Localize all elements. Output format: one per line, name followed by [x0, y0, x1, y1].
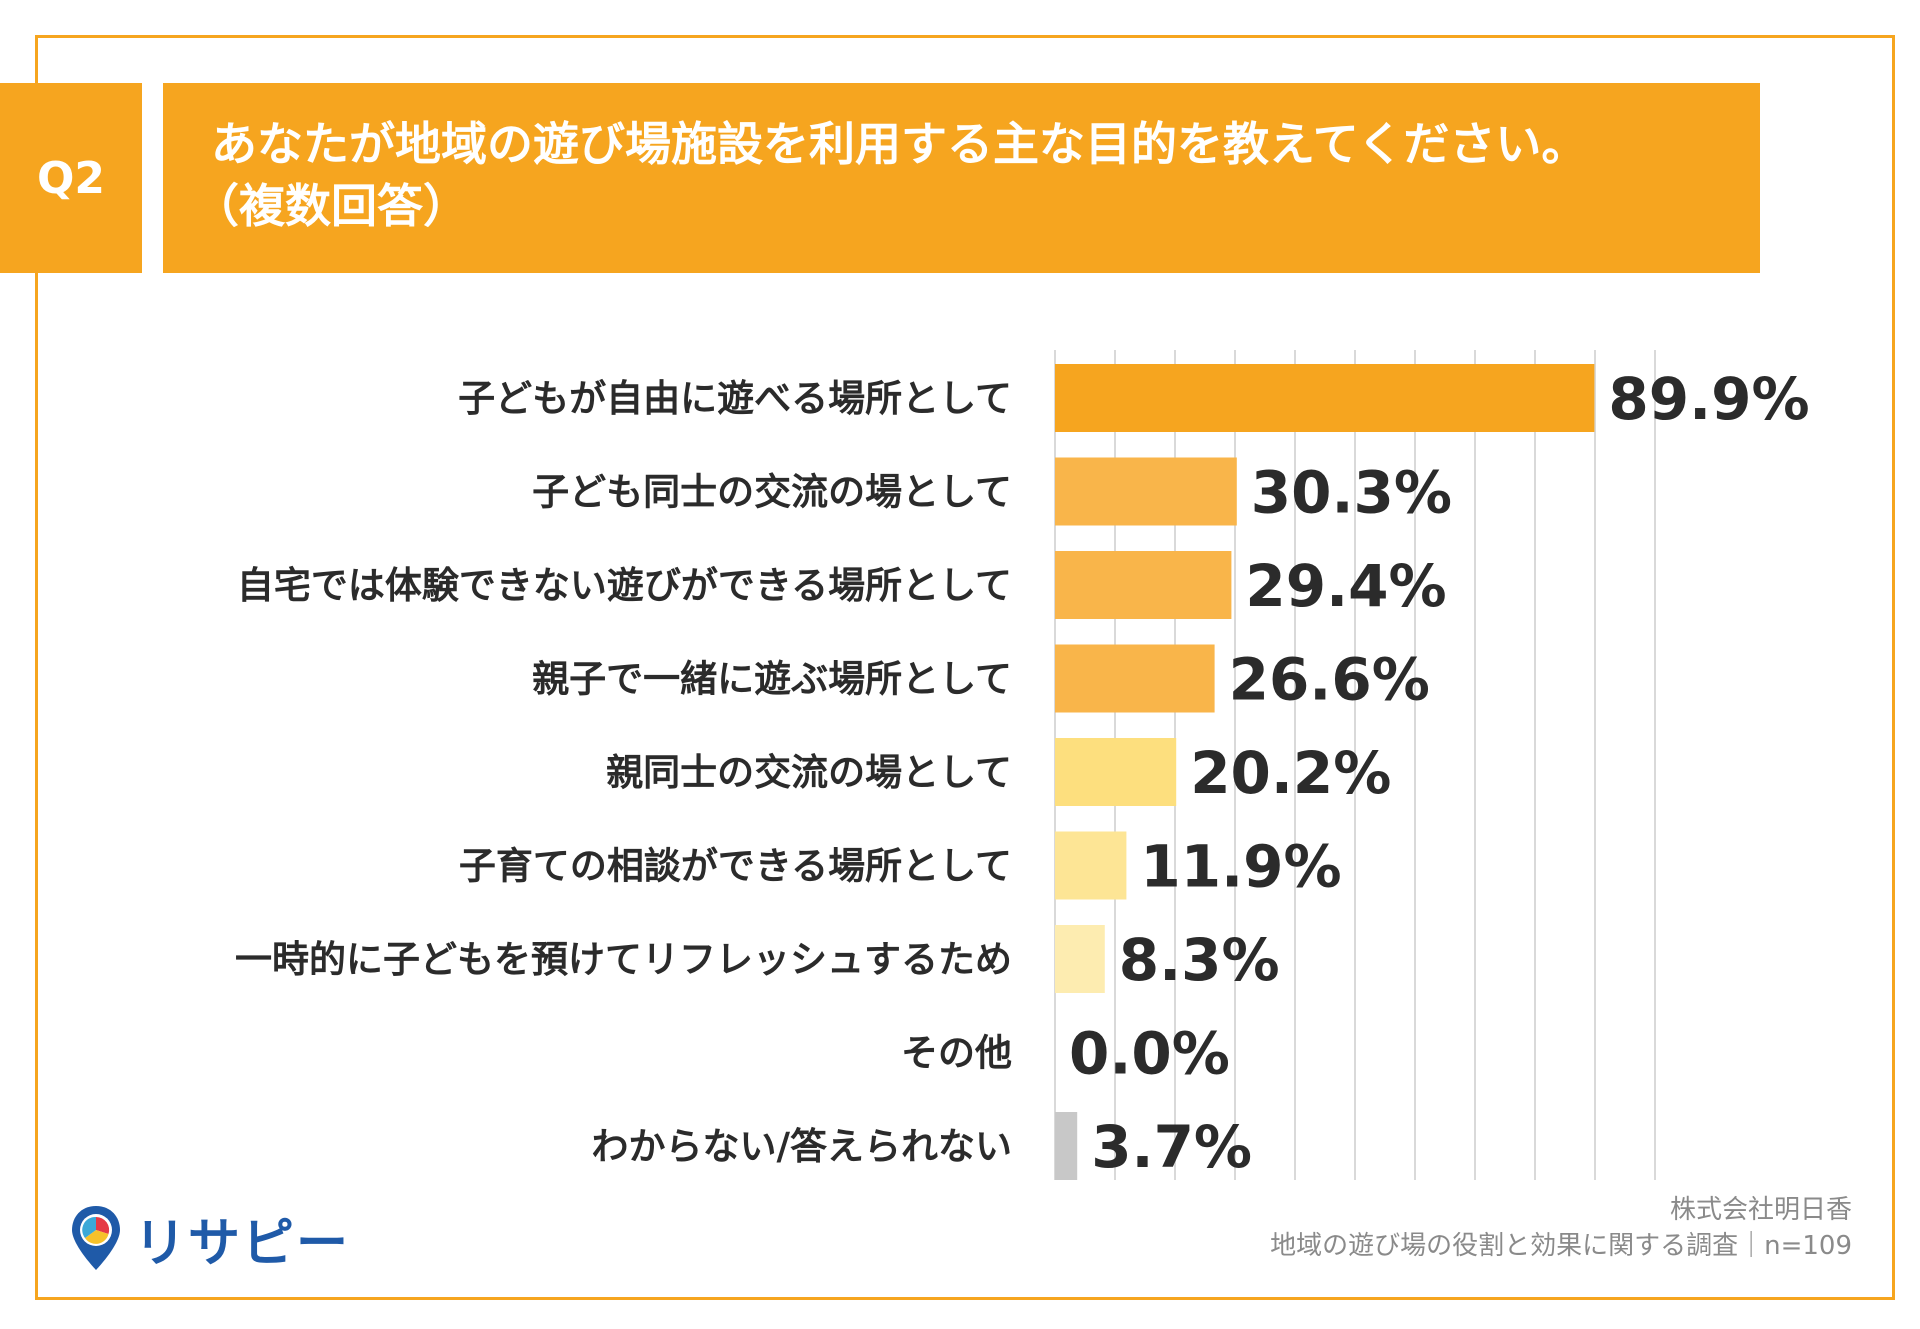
footer-company: 株式会社明日香 — [1669, 1195, 1852, 1225]
value-label: 30.3% — [1251, 459, 1452, 527]
bar — [1055, 364, 1595, 432]
bar — [1055, 1112, 1078, 1180]
value-label: 8.3% — [1119, 926, 1280, 994]
chart-frame — [35, 35, 1895, 1300]
category-label: 自宅では体験できない遊びができる場所として — [237, 564, 1012, 607]
brand-logo: リサピー — [68, 1203, 351, 1274]
bar — [1055, 925, 1105, 993]
category-label: 子ども同士の交流の場として — [532, 471, 1012, 514]
category-label: 子育ての相談ができる場所として — [459, 845, 1012, 888]
value-label: 89.9% — [1608, 365, 1809, 433]
value-label: 29.4% — [1245, 552, 1446, 620]
category-label: わからない/答えられない — [591, 1125, 1012, 1168]
value-label: 3.7% — [1091, 1113, 1252, 1181]
value-label: 11.9% — [1140, 833, 1341, 901]
category-label: 一時的に子どもを預けてリフレッシュするため — [235, 938, 1012, 981]
category-labels: 子どもが自由に遊べる場所として子ども同士の交流の場として自宅では体験できない遊び… — [235, 377, 1012, 1168]
category-label: その他 — [901, 1032, 1012, 1075]
category-label: 子どもが自由に遊べる場所として — [458, 377, 1012, 420]
bar — [1055, 457, 1237, 526]
question-tag: Q2 — [0, 83, 142, 273]
bar — [1055, 551, 1232, 619]
question-number: Q2 — [36, 152, 106, 204]
value-label: 0.0% — [1069, 1020, 1230, 1088]
value-label: 20.2% — [1190, 739, 1391, 807]
bar — [1055, 738, 1177, 806]
logo-text: リサピー — [134, 1213, 351, 1274]
footer-survey: 地域の遊び場の役割と効果に関する調査｜n=109 — [1270, 1231, 1852, 1261]
value-label: 26.6% — [1229, 646, 1430, 714]
category-label: 親子で一緒に遊ぶ場所として — [532, 658, 1012, 701]
bars — [1055, 364, 1595, 1180]
question-subtitle: （複数回答） — [193, 179, 469, 233]
question-title: あなたが地域の遊び場施設を利用する主な目的を教えてください。 — [211, 117, 1588, 171]
map-pin-pie-icon — [72, 1206, 120, 1270]
category-label: 親同士の交流の場として — [606, 751, 1012, 794]
footer: 株式会社明日香 地域の遊び場の役割と効果に関する調査｜n=109 — [1270, 1192, 1852, 1264]
bar — [1055, 831, 1127, 900]
question-header: あなたが地域の遊び場施設を利用する主な目的を教えてください。 （複数回答） — [163, 83, 1760, 273]
bar — [1055, 644, 1215, 713]
value-labels: 89.9% 30.3% 29.4% 26.6% 20.2% 11.9% 8.3% 0.0% 3.… — [1069, 365, 1810, 1181]
